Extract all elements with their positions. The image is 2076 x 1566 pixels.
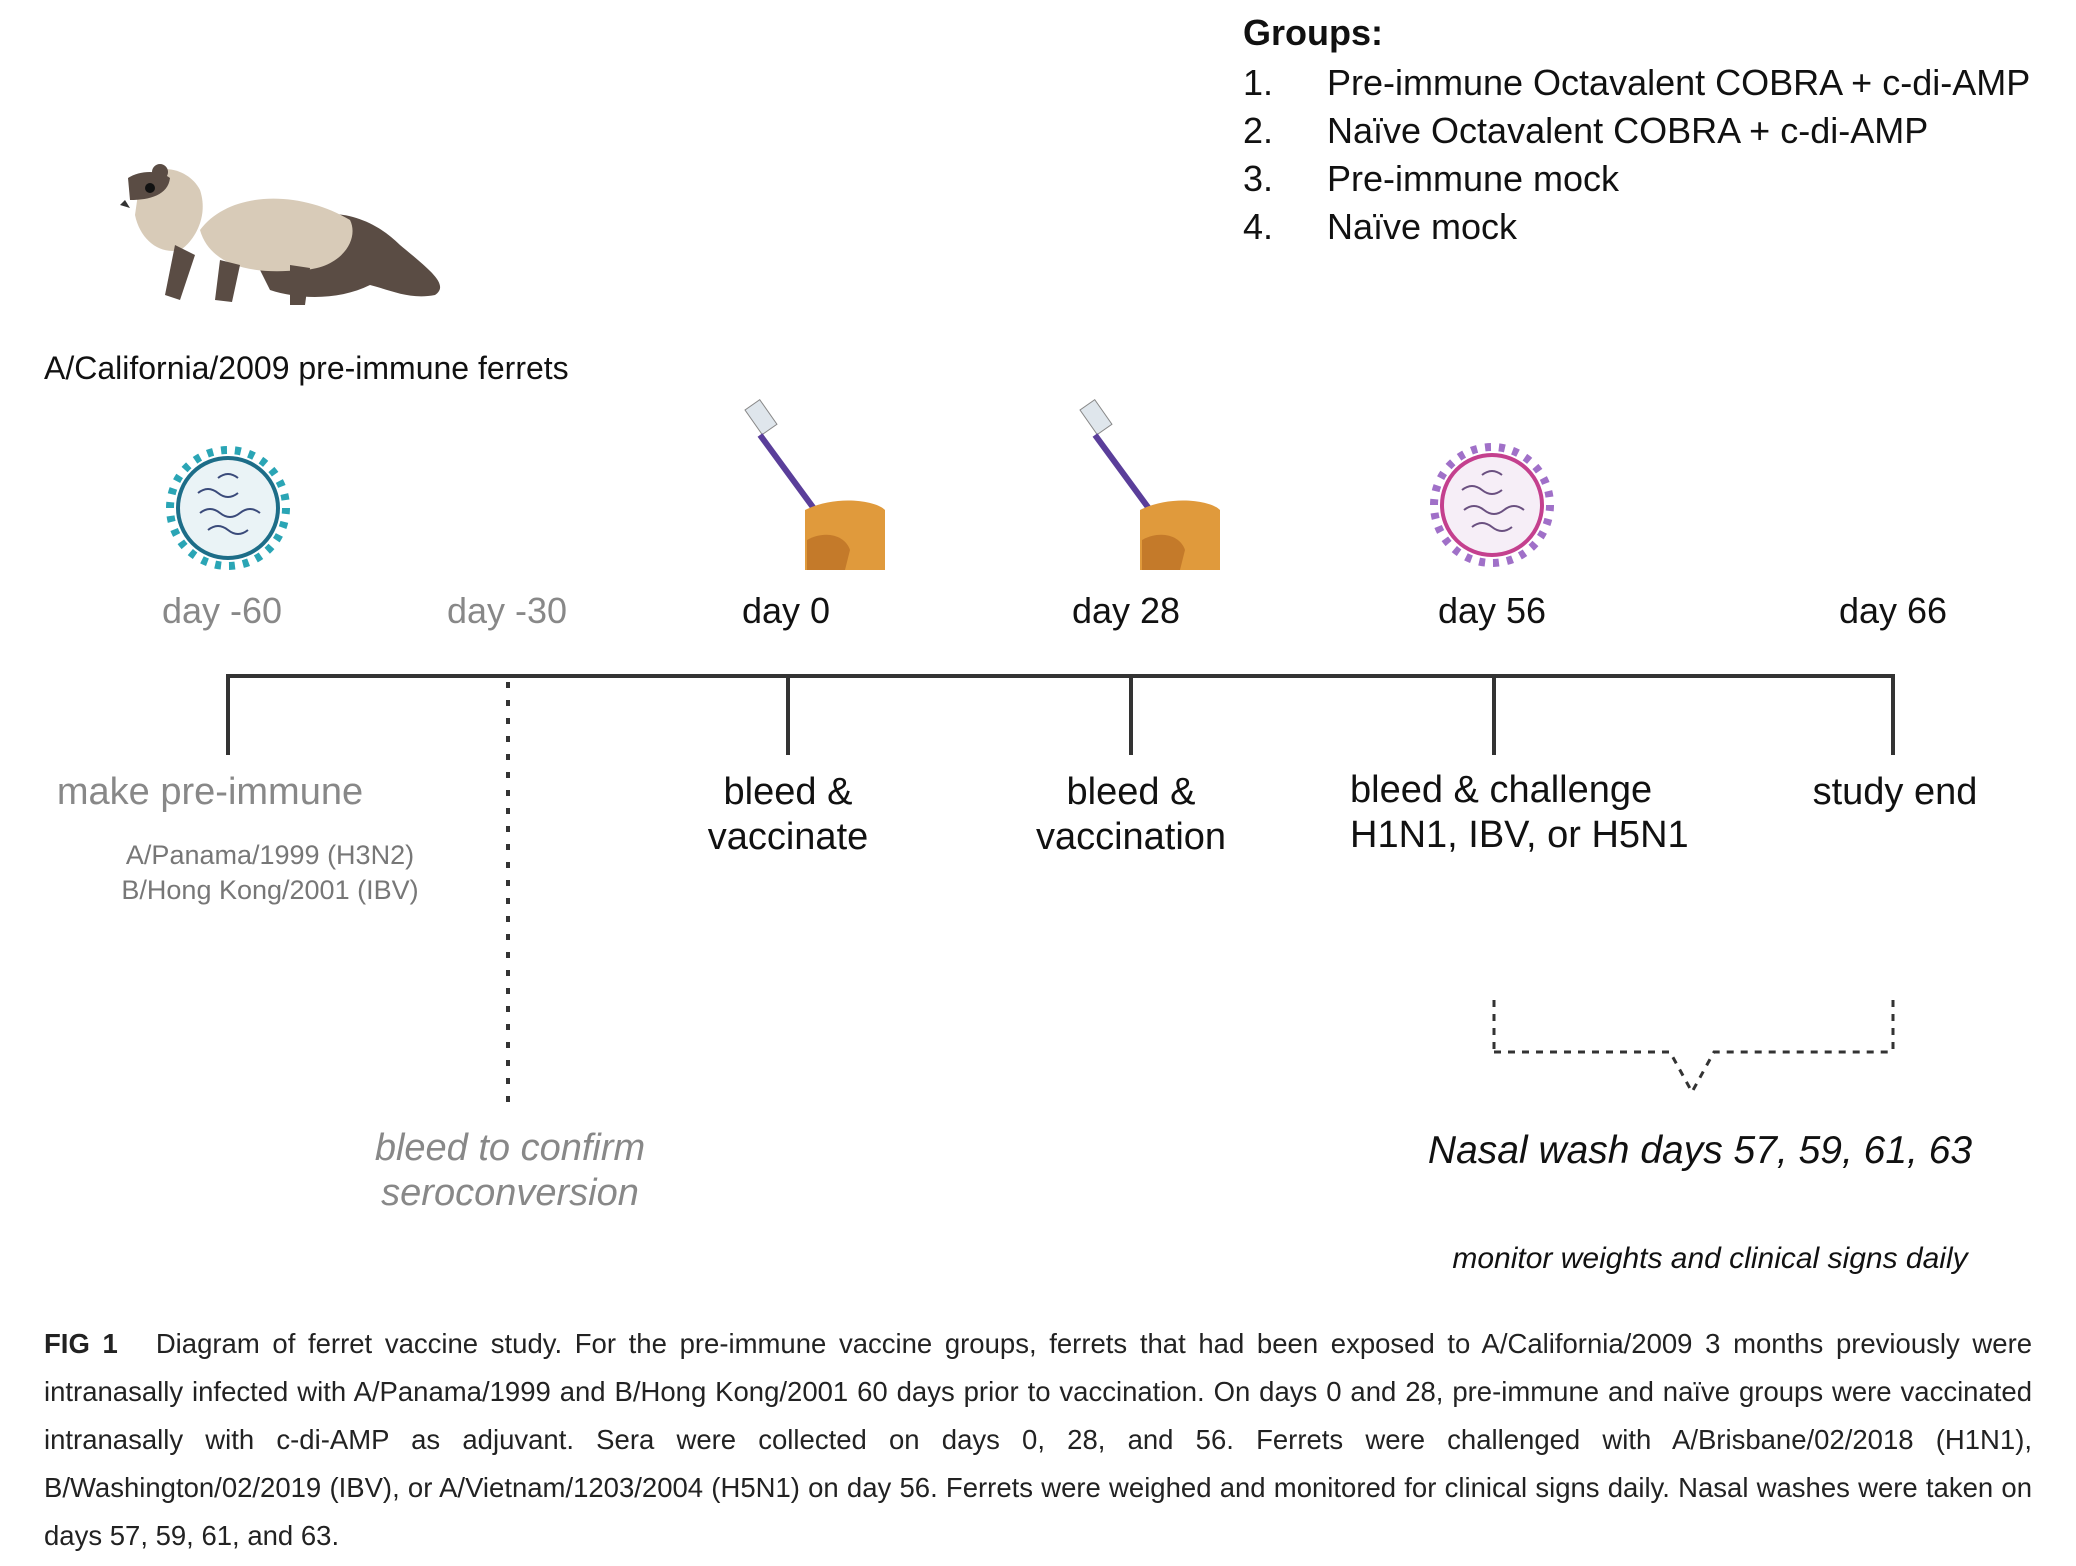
event-bleed-confirm: bleed to confirm seroconversion [340, 1126, 680, 1216]
event-bleed-challenge: bleed & challenge H1N1, IBV, or H5N1 [1350, 768, 1710, 858]
event-line: vaccination [1035, 816, 1227, 858]
event-bleed-vaccinate: bleed & vaccinate [638, 770, 938, 860]
group-number: 2. [1243, 110, 1274, 151]
figure-caption-text: Diagram of ferret vaccine study. For the… [44, 1328, 2033, 1551]
strain-h3n2: A/Panama/1999 (H3N2) [125, 840, 415, 870]
group-item: 1. Pre-immune Octavalent COBRA + c-di-AMP [1243, 62, 2030, 104]
strain-ibv: B/Hong Kong/2001 (IBV) [121, 875, 419, 905]
event-line: bleed to confirm [374, 1127, 646, 1169]
event-make-pre-immune: make pre-immune [56, 771, 364, 813]
event-monitor: monitor weights and clinical signs daily [1452, 1242, 1968, 1275]
group-number: 4. [1243, 206, 1274, 247]
day-label-66: day 66 [1838, 590, 1948, 631]
groups-title: Groups: [1243, 12, 1383, 53]
group-label: Naïve Octavalent COBRA + c-di-AMP [1327, 110, 1929, 151]
event-line: bleed & challenge [1350, 769, 1653, 811]
group-label: Pre-immune Octavalent COBRA + c-di-AMP [1327, 62, 2031, 103]
event-line: bleed & [1066, 771, 1196, 813]
day-label-0: day 0 [741, 590, 831, 631]
event-nasal-wash: Nasal wash days 57, 59, 61, 63 [1427, 1129, 1973, 1172]
group-item: 4. Naïve mock [1243, 206, 1517, 248]
figure-caption: FIG 1 Diagram of ferret vaccine study. F… [44, 1320, 2032, 1560]
day-label-minus60: day -60 [161, 590, 283, 631]
day-label-56: day 56 [1437, 590, 1547, 631]
group-number: 3. [1243, 158, 1274, 199]
group-item: 2. Naïve Octavalent COBRA + c-di-AMP [1243, 110, 1928, 152]
ferret-caption: A/California/2009 pre-immune ferrets [44, 350, 569, 386]
teal-virus-icon [166, 446, 290, 570]
group-number: 1. [1243, 62, 1274, 103]
group-item: 3. Pre-immune mock [1243, 158, 1619, 200]
event-bleed-vaccination: bleed & vaccination [976, 770, 1286, 860]
ferret-illustration [120, 164, 441, 305]
event-study-end: study end [1812, 771, 1978, 813]
event-line: seroconversion [381, 1172, 639, 1214]
nasal-wash-bracket [1492, 1000, 1895, 1096]
pipette-vaccine-icon-day28 [1079, 398, 1220, 570]
event-line: H1N1, IBV, or H5N1 [1350, 814, 1689, 856]
pipette-vaccine-icon-day0 [744, 398, 885, 570]
event-line: bleed & [723, 771, 853, 813]
purple-virus-icon [1430, 443, 1554, 567]
event-line: vaccinate [707, 816, 869, 858]
day-label-28: day 28 [1071, 590, 1181, 631]
day-label-minus30: day -30 [446, 590, 568, 631]
group-label: Pre-immune mock [1327, 158, 1620, 199]
group-label: Naïve mock [1327, 206, 1518, 247]
figure-label: FIG 1 [44, 1328, 118, 1359]
